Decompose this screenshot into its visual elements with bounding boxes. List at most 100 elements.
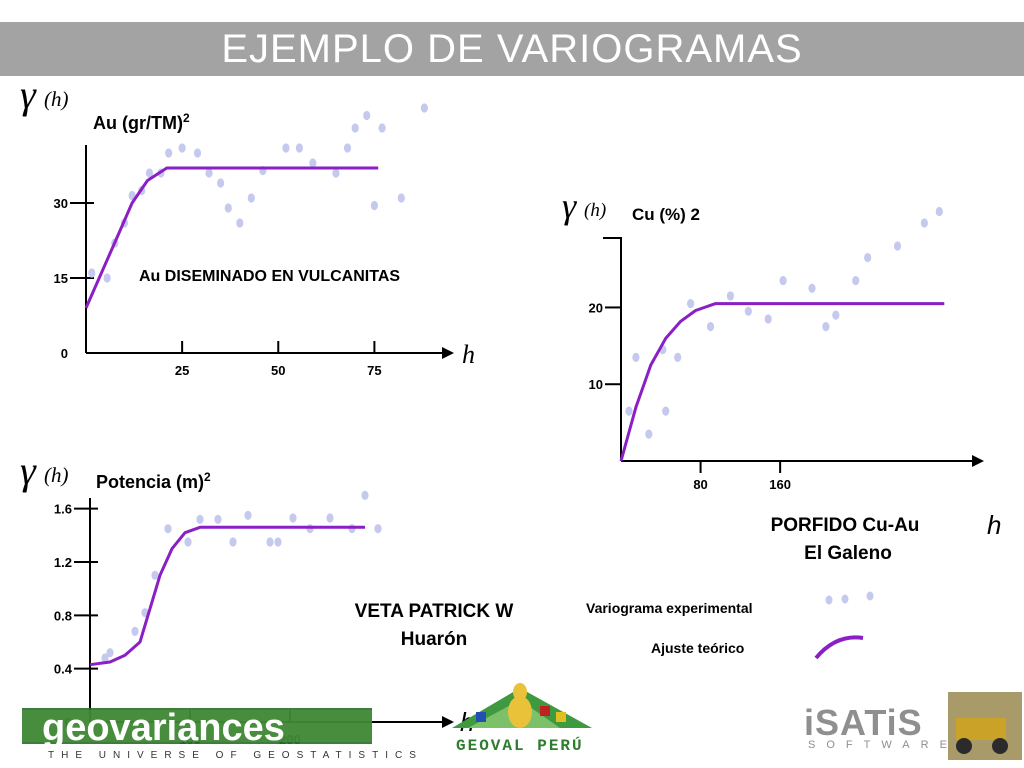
experimental-point <box>662 406 670 416</box>
chart1-ylabel-exp: 2 <box>183 111 190 125</box>
experimental-point <box>309 158 317 168</box>
geoval-llama-body <box>508 696 532 728</box>
experimental-point <box>205 168 213 178</box>
experimental-point <box>744 306 752 316</box>
legend-fit-label: Ajuste teórico <box>651 640 744 656</box>
experimental-point <box>224 203 232 213</box>
gamma-arg: (h) <box>44 463 69 487</box>
x-tick-label: 50 <box>271 363 285 378</box>
chart3-x-arrow <box>442 716 454 728</box>
experimental-point <box>779 275 787 286</box>
chart-potencia-patrick: γ (h) Potencia (m)2 h VETA PATRICK W Hua… <box>20 448 513 747</box>
x-tick-label: 75 <box>367 363 381 378</box>
geovariances-band-light <box>22 710 372 742</box>
chart3-title-line1: VETA PATRICK W <box>355 601 514 622</box>
chart1-ticks: 25 50 75 0 15 30 <box>54 196 382 378</box>
chart2-ticks: 80 160 10 20 <box>589 300 791 492</box>
experimental-point <box>361 490 369 500</box>
experimental-point <box>822 322 830 332</box>
slide-title: EJEMPLO DE VARIOGRAMAS <box>221 27 803 71</box>
y-tick-label: 20 <box>589 300 603 315</box>
chart2-x-arrow <box>972 455 984 467</box>
experimental-point <box>145 168 154 178</box>
experimental-point <box>420 103 428 113</box>
mining-truck-wheel <box>992 738 1008 754</box>
chart2-h-label: h <box>987 510 1001 540</box>
experimental-point <box>935 206 943 217</box>
experimental-point <box>832 310 840 320</box>
experimental-point <box>274 537 282 547</box>
y-tick-label: 0 <box>61 346 68 361</box>
gamma-arg: (h) <box>44 87 69 111</box>
experimental-point <box>88 268 96 278</box>
experimental-point <box>214 514 222 524</box>
experimental-point <box>852 275 860 286</box>
experimental-point <box>363 110 371 121</box>
y-tick-label: 30 <box>54 196 68 211</box>
legend-fit-swatch <box>814 635 864 660</box>
isatis-wordmark: iSATiS <box>804 702 923 743</box>
legend-point <box>866 591 874 601</box>
experimental-point <box>193 148 202 158</box>
chart3-ylabel: Potencia (m)2 <box>96 470 211 492</box>
experimental-point <box>764 314 772 324</box>
y-tick-label: 0.8 <box>54 608 72 623</box>
geoval-llama-head <box>513 683 527 701</box>
legend-point <box>825 595 833 605</box>
chart1-ylabel: Au (gr/TM)2 <box>93 111 190 133</box>
chart3-points <box>101 490 382 663</box>
geoval-tile <box>556 712 566 722</box>
chart1-fit-line <box>84 166 379 309</box>
experimental-point <box>370 200 379 211</box>
legend-experimental-label: Variograma experimental <box>586 600 753 616</box>
x-tick-label: 25 <box>175 363 189 378</box>
chart2-fit-line <box>619 302 945 462</box>
experimental-point <box>247 193 255 203</box>
experimental-point <box>196 514 204 524</box>
legend: Variograma experimental Ajuste teórico <box>586 591 874 660</box>
experimental-point <box>378 123 386 133</box>
experimental-point <box>236 218 244 228</box>
experimental-point <box>165 148 173 158</box>
experimental-point <box>706 322 715 332</box>
chart1-points <box>88 103 428 283</box>
experimental-point <box>920 218 928 228</box>
isatis-logo: iSATiS SOFTWARE <box>804 692 1022 760</box>
geoval-tile <box>476 712 486 722</box>
chart3-ylabel-exp: 2 <box>204 470 211 484</box>
y-tick-label: 10 <box>589 377 603 392</box>
experimental-point <box>374 524 382 534</box>
experimental-point <box>645 429 653 439</box>
geoval-wordmark: GEOVAL PERÚ <box>456 736 584 755</box>
chart-au-vulcanitas: γ (h) Au (gr/TM)2 h Au DISEMINADO EN VUL… <box>20 72 475 378</box>
mining-truck-wheel <box>956 738 972 754</box>
chart3-ylabel-text: Potencia (m) <box>96 472 204 492</box>
experimental-point <box>632 352 640 362</box>
experimental-point <box>101 653 109 663</box>
gamma-symbol: γ <box>20 72 37 117</box>
experimental-point <box>397 193 405 203</box>
experimental-point <box>332 168 340 178</box>
experimental-point <box>282 143 290 153</box>
x-tick-label: 160 <box>769 477 791 492</box>
experimental-point <box>151 570 159 580</box>
experimental-point <box>674 352 682 362</box>
isatis-tagline: SOFTWARE <box>808 739 958 751</box>
mining-truck-body <box>956 718 1006 740</box>
geovariances-logo: geovariances THE UNIVERSE OF GEOSTATISTI… <box>22 707 423 761</box>
experimental-point <box>266 537 274 547</box>
experimental-point <box>326 513 334 523</box>
chart1-x-arrow <box>442 347 454 359</box>
gamma-symbol: γ <box>20 448 37 493</box>
geovariances-tagline: THE UNIVERSE OF GEOSTATISTICS <box>48 750 423 761</box>
x-tick-label: 80 <box>693 477 707 492</box>
geoval-peru-logo: GEOVAL PERÚ <box>452 683 592 755</box>
experimental-point <box>164 524 172 534</box>
experimental-point <box>103 273 111 283</box>
experimental-point <box>244 510 252 520</box>
experimental-point <box>893 241 902 251</box>
chart2-title-line2: El Galeno <box>804 543 892 564</box>
chart-cu-galeno: γ (h) Cu (%) 2 h PORFIDO Cu-Au El Galeno… <box>562 186 1001 564</box>
experimental-point <box>808 283 816 293</box>
